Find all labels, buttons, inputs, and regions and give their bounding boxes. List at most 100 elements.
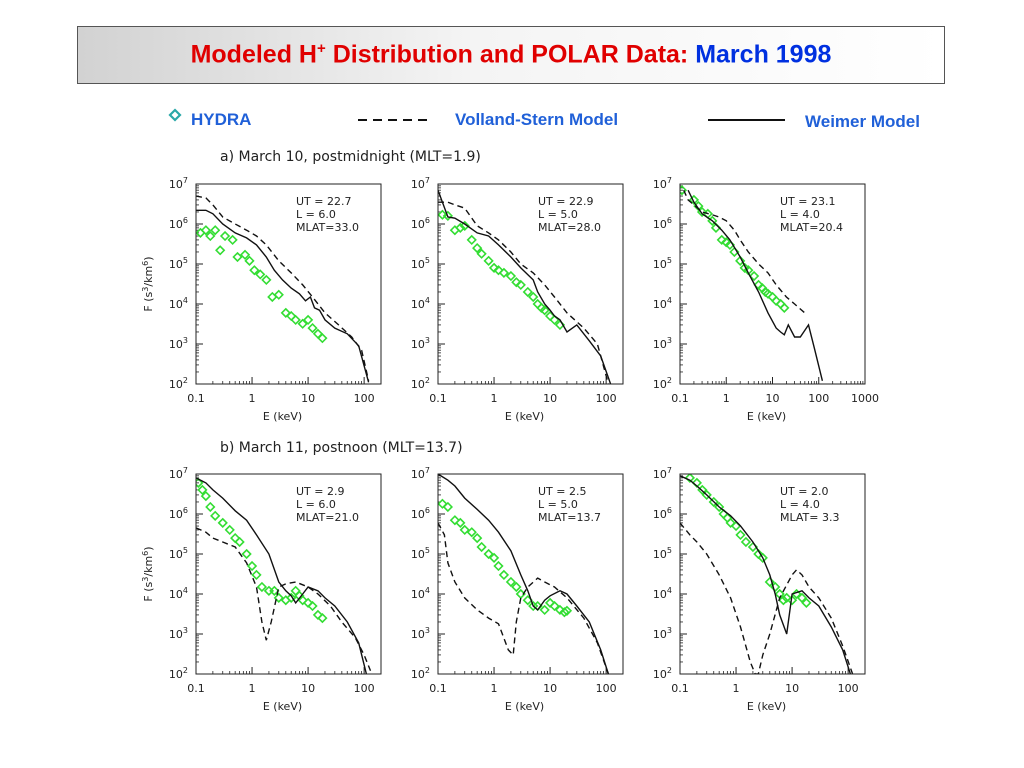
info-line: UT = 22.7: [296, 195, 351, 208]
hydra-point: [493, 560, 504, 572]
y-tick-label: 105: [169, 256, 188, 271]
hydra-point: [234, 536, 245, 548]
hydra-point: [317, 612, 328, 624]
hydra-point: [200, 490, 212, 502]
y-tick-label: 102: [411, 376, 430, 391]
hydra-point: [297, 595, 308, 606]
hydra-point: [200, 225, 212, 236]
hydra-point: [210, 225, 221, 236]
y-axis-label: F (s3/km6): [141, 256, 155, 311]
y-tick-label: 107: [653, 466, 672, 481]
y-tick-label: 103: [653, 626, 672, 641]
plot-area: [196, 195, 370, 383]
x-tick-label: 1: [491, 392, 498, 405]
hydra-point: [455, 222, 466, 234]
x-tick-label: 0.1: [671, 392, 689, 405]
y-tick-label: 105: [411, 256, 430, 271]
hydra-point: [273, 592, 284, 604]
info-line: L = 6.0: [296, 208, 336, 221]
hydra-legend-marker: [168, 108, 182, 122]
hydra-point: [688, 194, 700, 206]
y-tick-label: 106: [653, 216, 672, 231]
y-tick-label: 107: [411, 466, 430, 481]
hydra-point: [230, 532, 241, 544]
x-tick-label: 10: [543, 392, 557, 405]
hydra-point: [442, 210, 454, 221]
hydra-point: [459, 524, 470, 536]
y-tick-label: 107: [411, 176, 430, 191]
info-line: UT = 2.0: [780, 485, 828, 498]
y-tick-label: 107: [653, 176, 672, 191]
hydra-point: [290, 314, 301, 326]
hydra-point: [476, 541, 487, 553]
hydra-point: [796, 592, 808, 604]
hydra-point: [779, 302, 790, 314]
hydra-point: [307, 322, 318, 334]
x-axis-label: E (keV): [505, 700, 544, 713]
info-line: UT = 2.5: [538, 485, 586, 498]
x-tick-label: 100: [354, 392, 375, 405]
hydra-point: [196, 477, 204, 489]
chart-panel-4: 0.1 1 10 100 102 103 104 105 106 107 E (keV) F (s3/…: [141, 440, 463, 713]
y-tick-label: 105: [411, 546, 430, 561]
title-superscript: +: [316, 40, 326, 58]
legend-hydra: HYDRA: [191, 110, 252, 129]
x-tick-label: 100: [354, 682, 375, 695]
hydra-point: [708, 496, 719, 508]
hydra-point: [498, 569, 510, 581]
hydra-point: [762, 288, 774, 299]
hydra-point: [476, 248, 487, 259]
hydra-point: [244, 255, 255, 266]
hydra-point: [528, 291, 539, 303]
y-tick-label: 102: [169, 376, 188, 391]
hydra-point: [232, 251, 243, 263]
hydra-point: [438, 209, 448, 220]
hydra-point: [459, 220, 470, 231]
hydra-point: [317, 333, 328, 344]
chart-panel-6: 0.1 1 10 100 102 103 104 105 106 107 E (keV) UT = 2…: [653, 466, 866, 713]
x-tick-label: 1: [249, 682, 256, 695]
info-line: L = 4.0: [780, 498, 820, 511]
hydra-point: [205, 230, 216, 242]
y-tick-label: 105: [169, 546, 188, 561]
plot-area: [438, 474, 610, 674]
hydra-point: [505, 270, 517, 282]
x-tick-label: 1: [249, 392, 256, 405]
hydra-point: [544, 597, 556, 609]
y-tick-label: 104: [169, 586, 188, 601]
x-tick-label: 100: [596, 682, 617, 695]
hydra-point: [725, 517, 736, 529]
y-tick-label: 106: [411, 216, 430, 231]
plot-frame: [679, 473, 866, 675]
title-main: Modeled H: [190, 40, 317, 69]
hydra-point: [246, 560, 258, 572]
volland-stern-line: [680, 522, 854, 674]
hydra-point: [280, 307, 291, 319]
hydra-point: [219, 230, 231, 242]
x-tick-label: 100: [838, 682, 859, 695]
y-tick-label: 102: [411, 666, 430, 681]
x-tick-label: 1: [491, 682, 498, 695]
hydra-point: [205, 501, 216, 513]
weimer-line: [196, 209, 370, 383]
hydra-point: [539, 604, 550, 616]
x-tick-label: 10: [543, 682, 557, 695]
info-line: MLAT= 3.3: [780, 511, 839, 524]
hydra-point: [255, 269, 266, 280]
hydra-point: [539, 305, 550, 316]
hydra-point: [701, 489, 712, 501]
x-axis-label: E (keV): [505, 410, 544, 423]
x-tick-label: 1: [723, 392, 730, 405]
hydra-point: [286, 592, 297, 604]
weimer-line: [438, 474, 610, 674]
y-tick-label: 103: [411, 626, 430, 641]
hydra-point: [197, 484, 208, 496]
hydra-point: [472, 242, 483, 254]
hydra-point: [522, 286, 533, 298]
x-tick-label: 100: [808, 392, 829, 405]
plot-frame: [195, 473, 382, 675]
hydra-point: [449, 515, 461, 526]
x-tick-label: 0.1: [187, 682, 205, 695]
weimer-line: [687, 189, 824, 381]
